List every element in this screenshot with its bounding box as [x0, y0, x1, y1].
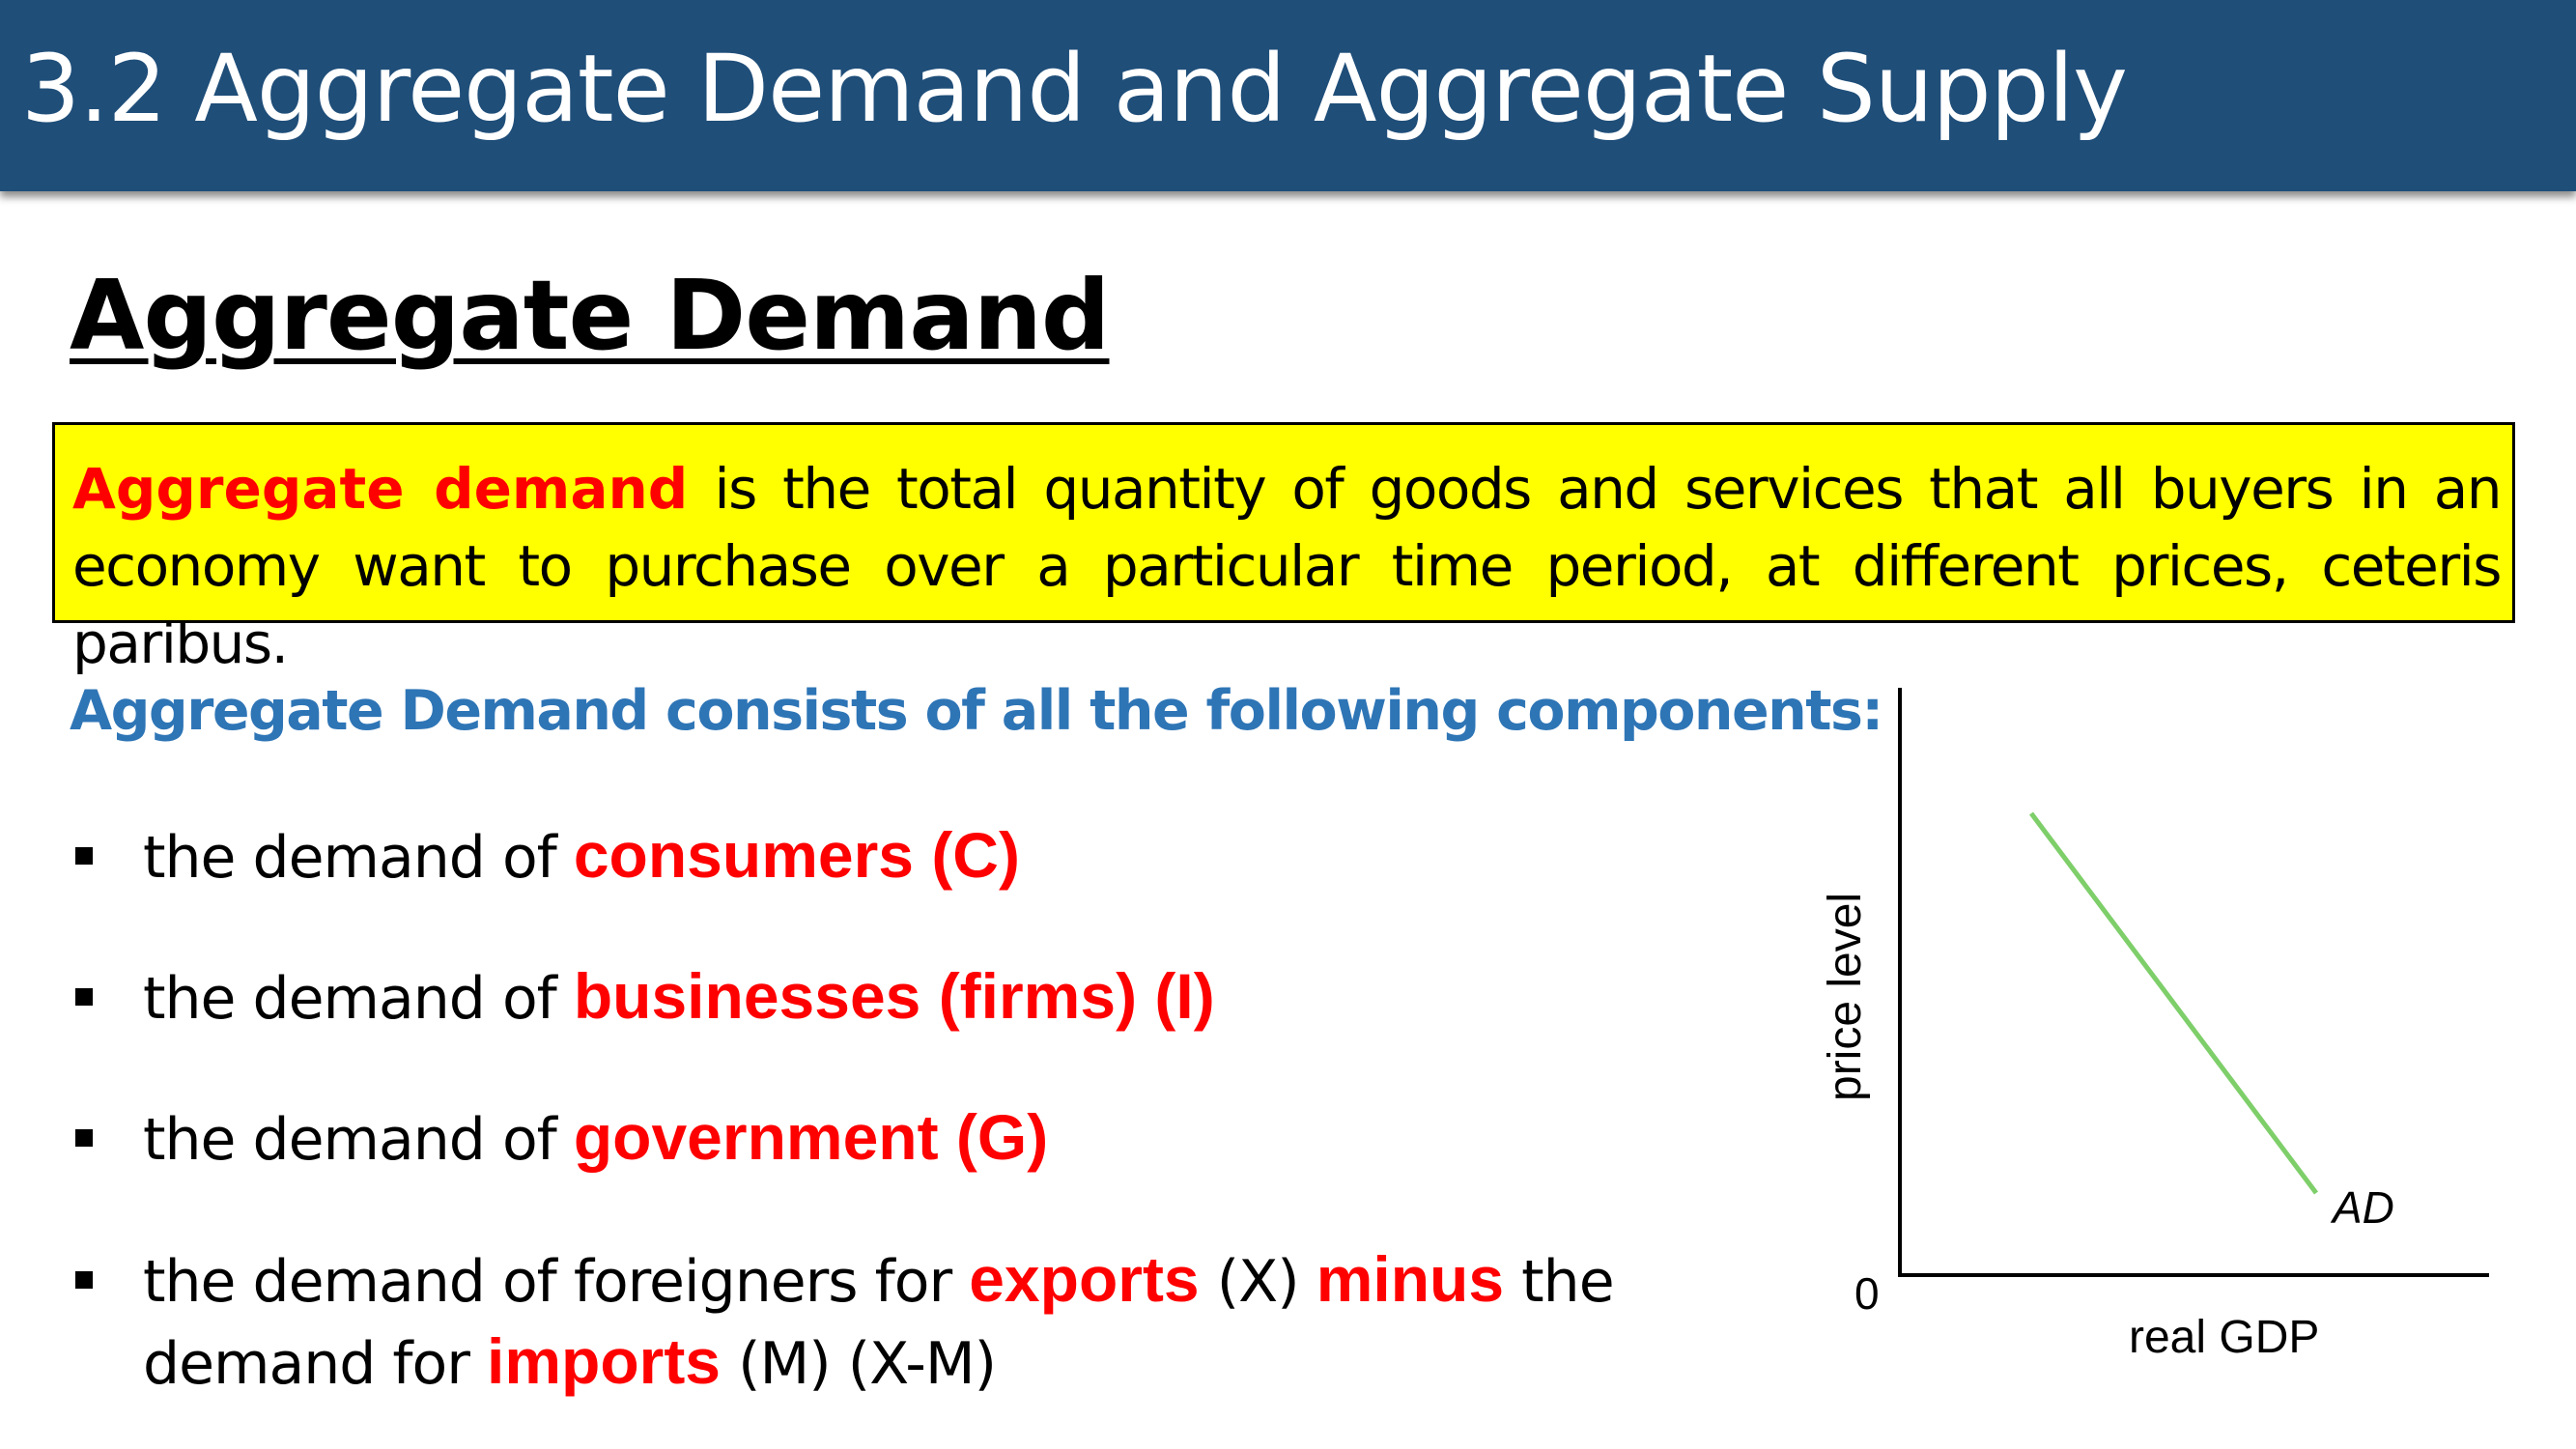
origin-label: 0	[1854, 1268, 1880, 1319]
bullet-highlight: consumers (C)	[573, 819, 1020, 891]
bullet-prefix: the demand of	[143, 965, 574, 1033]
bullet-highlight: imports	[486, 1325, 722, 1397]
list-item: the demand of consumers (C)	[75, 815, 1669, 897]
ad-curve	[2029, 811, 2318, 1195]
bullet-middle: (X)	[1199, 1248, 1316, 1316]
definition-box: Aggregate demand is the total quantity o…	[52, 422, 2515, 676]
x-axis-label: real GDP	[2129, 1312, 2319, 1363]
list-item: the demand of businesses (firms) (I)	[75, 956, 1669, 1038]
list-item: the demand of government (G)	[75, 1097, 1669, 1179]
definition-term: Aggregate demand	[72, 456, 689, 522]
components-heading: Aggregate Demand consists of all the fol…	[70, 679, 1883, 743]
slide-title: 3.2 Aggregate Demand and Aggregate Suppl…	[21, 35, 2128, 143]
bullet-prefix: the demand of	[143, 1106, 574, 1174]
bullet-prefix: the demand of	[143, 824, 574, 892]
bullet-prefix: the demand of foreigners for	[143, 1248, 970, 1316]
bullet-suffix: (M) (X-M)	[721, 1330, 997, 1398]
bullet-square-icon	[75, 847, 93, 865]
bullet-square-icon	[75, 1129, 93, 1147]
bullet-middle: the demand for	[143, 1248, 1615, 1398]
definition-text: Aggregate demand is the total quantity o…	[72, 450, 2503, 682]
title-bar: 3.2 Aggregate Demand and Aggregate Suppl…	[0, 0, 2576, 191]
ad-graph: AD 0 real GDP price level	[1820, 688, 2489, 1363]
ad-curve-label: AD	[2330, 1182, 2394, 1233]
list-item: the demand of foreigners for exports (X)…	[75, 1239, 1669, 1404]
bullet-highlight: minus	[1316, 1243, 1505, 1315]
bullet-square-icon	[75, 988, 93, 1006]
bullet-highlight: businesses (firms) (I)	[573, 960, 1215, 1032]
bullet-highlight: government (G)	[573, 1101, 1049, 1173]
y-axis-label: price level	[1820, 893, 1871, 1101]
bullet-highlight: exports	[969, 1243, 1200, 1315]
bullet-square-icon	[75, 1271, 93, 1289]
definition-body: is the total quantity of goods and servi…	[72, 456, 2503, 676]
section-heading: Aggregate Demand	[70, 259, 1110, 372]
